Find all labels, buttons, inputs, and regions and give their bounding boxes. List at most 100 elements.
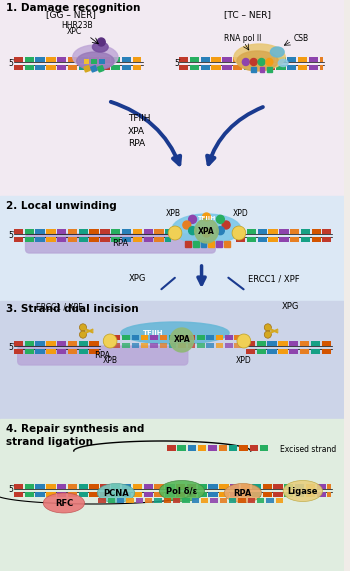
Bar (209, 484, 218, 489)
Ellipse shape (237, 51, 278, 71)
Bar (90, 348, 99, 353)
Bar (144, 236, 153, 242)
Bar (35, 65, 45, 70)
Bar (84, 66, 90, 72)
Bar (122, 343, 130, 348)
Bar (132, 335, 139, 340)
Bar (46, 484, 56, 489)
Bar (14, 348, 23, 353)
Bar (246, 340, 255, 345)
Bar (276, 65, 286, 70)
Bar (25, 228, 34, 234)
Bar (250, 445, 258, 451)
Bar (79, 492, 88, 497)
Text: 5′: 5′ (9, 485, 15, 494)
Bar (90, 236, 99, 242)
Text: HHR23B: HHR23B (61, 21, 93, 30)
Bar (257, 497, 265, 503)
Bar (236, 228, 245, 234)
Bar (111, 65, 120, 70)
Bar (247, 228, 256, 234)
Bar (57, 348, 66, 353)
Bar (266, 497, 274, 503)
Bar (57, 57, 66, 62)
Bar (35, 484, 45, 489)
Text: TFIIH
XPA
RPA: TFIIH XPA RPA (128, 114, 150, 148)
Bar (190, 57, 199, 62)
Ellipse shape (97, 484, 135, 502)
Bar (144, 484, 153, 489)
Bar (229, 497, 237, 503)
Bar (257, 340, 266, 345)
Bar (185, 241, 191, 247)
Bar (279, 236, 288, 242)
Bar (154, 236, 164, 242)
Bar (79, 236, 88, 242)
Circle shape (97, 38, 105, 46)
Bar (144, 228, 153, 234)
Text: Ligase: Ligase (288, 486, 318, 496)
Bar (122, 228, 131, 234)
Bar (0, 0, 344, 196)
Bar (322, 228, 331, 234)
Bar (46, 228, 56, 234)
Bar (14, 65, 23, 70)
Bar (224, 241, 230, 247)
Bar (122, 236, 131, 242)
Bar (179, 57, 188, 62)
Bar (126, 497, 134, 503)
Bar (197, 343, 204, 348)
Bar (268, 228, 278, 234)
Bar (267, 340, 277, 345)
Circle shape (203, 213, 210, 221)
Bar (211, 57, 221, 62)
Ellipse shape (172, 214, 241, 244)
Circle shape (168, 226, 182, 240)
Bar (160, 343, 167, 348)
Bar (179, 65, 188, 70)
Bar (25, 348, 34, 353)
Bar (262, 492, 272, 497)
Bar (177, 445, 186, 451)
Bar (57, 340, 66, 345)
Bar (201, 497, 209, 503)
Bar (241, 492, 250, 497)
Bar (233, 57, 242, 62)
Bar (100, 228, 110, 234)
FancyBboxPatch shape (26, 234, 215, 253)
Circle shape (79, 331, 86, 338)
Text: 5′: 5′ (174, 58, 181, 67)
Bar (193, 241, 198, 247)
Bar (312, 228, 321, 234)
Text: XPB: XPB (166, 209, 181, 218)
Ellipse shape (283, 481, 322, 501)
Bar (265, 65, 275, 70)
Bar (173, 497, 180, 503)
Bar (197, 335, 204, 340)
Bar (14, 236, 23, 242)
Text: XPC: XPC (67, 27, 82, 36)
Bar (111, 484, 120, 489)
Text: 1. Damage recognition: 1. Damage recognition (6, 3, 140, 13)
Text: Excised strand: Excised strand (280, 444, 336, 453)
Bar (169, 343, 176, 348)
Bar (322, 348, 331, 353)
Bar (320, 65, 323, 70)
Bar (225, 343, 232, 348)
Bar (35, 57, 45, 62)
Bar (91, 59, 97, 64)
Bar (262, 484, 272, 489)
Bar (35, 492, 45, 497)
Bar (258, 236, 267, 242)
Bar (301, 228, 310, 234)
Ellipse shape (224, 484, 261, 502)
Bar (229, 445, 237, 451)
Bar (46, 492, 56, 497)
Bar (167, 445, 175, 451)
Bar (98, 66, 104, 72)
Bar (244, 65, 253, 70)
Bar (111, 236, 120, 242)
Text: TFIIH: TFIIH (143, 330, 164, 336)
Bar (57, 484, 66, 489)
Bar (154, 492, 164, 497)
